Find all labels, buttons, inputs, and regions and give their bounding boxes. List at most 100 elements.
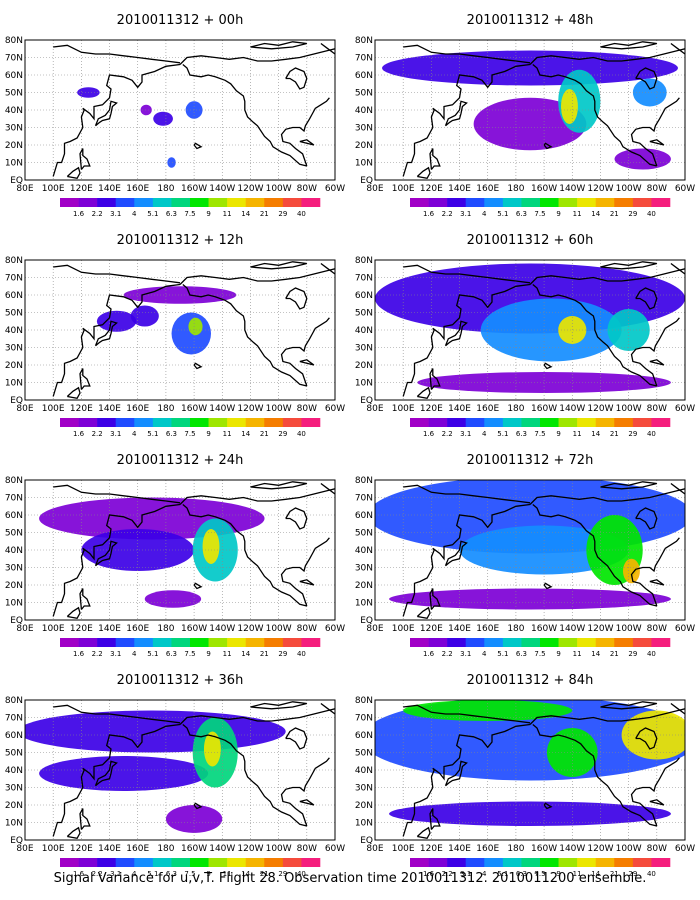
x-tick-label: 80E [16,404,33,414]
colorbar-label: 14 [591,650,600,658]
x-tick-label: 140E [98,184,121,194]
coastline [250,41,307,50]
panel-title: 2010011312 + 72h [467,453,594,468]
coastline [532,64,657,167]
coastline [79,148,91,170]
colorbar-label: 14 [241,430,250,438]
coastline [416,166,431,180]
colorbar-swatch [78,198,98,207]
coastline [630,97,680,167]
panel-title: 2010011312 + 48h [467,13,594,28]
y-tick-label: 50N [5,89,23,99]
x-tick-label: 140E [98,624,121,634]
colorbar-swatch [540,858,559,867]
y-tick-label: 70N [355,274,373,284]
colorbar-swatch [245,418,265,427]
coastline [94,320,118,347]
colorbar-swatch [651,418,671,427]
coastline [250,261,307,270]
colorbar-swatch [521,638,541,647]
x-tick-label: 120E [420,184,443,194]
x-tick-label: 140E [448,404,471,414]
map-background [25,40,335,180]
colorbar-label: 2.2 [92,430,103,438]
colorbar-label: 21 [610,430,619,438]
x-tick-label: 80W [647,844,667,854]
colorbar-label: 11 [573,650,582,658]
colorbar-swatch [301,638,321,647]
variance-region [167,157,176,168]
y-tick-label: 10N [5,379,23,389]
x-tick-label: 160W [181,624,207,634]
x-tick-label: 120W [237,404,263,414]
colorbar-label: 2.2 [92,870,103,878]
colorbar-swatch [227,638,247,647]
colorbar-swatch [410,858,429,867]
coastline [402,723,531,837]
coastline [529,48,685,65]
coastline [280,757,330,827]
y-tick-label: 80N [5,476,23,486]
colorbar-label: 7.5 [184,870,195,878]
colorbar-label: 1.6 [423,650,435,658]
colorbar-label: 40 [297,650,306,658]
colorbar-swatch [245,858,265,867]
coastline [320,482,335,495]
x-tick-label: 140E [448,844,471,854]
coastline [280,317,330,387]
coastline [532,724,657,827]
colorbar-swatch [558,418,578,427]
y-tick-label: 20N [355,361,373,371]
variance-region [39,756,209,791]
x-tick-label: 100E [42,184,65,194]
chart-panel: 2010011312 + 24h 80E 100E 120E 140E 160E 180 16… [5,453,345,658]
colorbar-label: 5.1 [147,430,158,438]
colorbar-swatch [484,418,504,427]
colorbar-swatch [465,638,485,647]
coastline [193,362,203,370]
coastline [285,287,308,310]
colorbar-label: 6.3 [516,210,527,218]
colorbar-swatch [208,638,228,647]
coastline [543,802,553,810]
colorbar-label: 5.1 [497,870,508,878]
y-tick-label: 80N [5,256,23,266]
y-tick-label: EQ [360,616,373,626]
x-tick-label: 140E [98,404,121,414]
y-tick-label: 30N [355,124,373,134]
y-tick-label: 20N [5,141,23,151]
colorbar-label: 3.1 [460,650,471,658]
x-tick-label: 80E [366,404,383,414]
coastline [53,484,181,504]
colorbar-swatch [558,858,578,867]
y-tick-label: 50N [5,529,23,539]
x-tick-label: 140W [559,404,585,414]
x-tick-label: 80E [16,184,33,194]
y-tick-label: 60N [5,291,23,301]
coastline [285,727,308,750]
colorbar-swatch [521,198,541,207]
colorbar-label: 3.1 [110,650,121,658]
y-tick-label: 80N [5,696,23,706]
colorbar-label: 21 [260,430,269,438]
y-tick-label: 10N [355,599,373,609]
x-tick-label: 80E [366,624,383,634]
variance-region [153,111,173,126]
colorbar-swatch [60,858,79,867]
colorbar-swatch [577,418,597,427]
colorbar-swatch [78,418,98,427]
x-tick-label: 160W [531,404,557,414]
variance-region [473,97,587,151]
coastline [285,67,308,90]
x-tick-label: 180 [157,184,174,194]
colorbar-swatch [190,418,209,427]
colorbar-swatch [264,418,284,427]
colorbar-label: 11 [573,430,582,438]
coastline [53,264,181,284]
coastline [182,724,307,827]
y-tick-label: 10N [355,819,373,829]
x-tick-label: 160W [181,844,207,854]
coastline [179,708,335,725]
x-tick-label: 160W [531,844,557,854]
colorbar-swatch [465,418,485,427]
